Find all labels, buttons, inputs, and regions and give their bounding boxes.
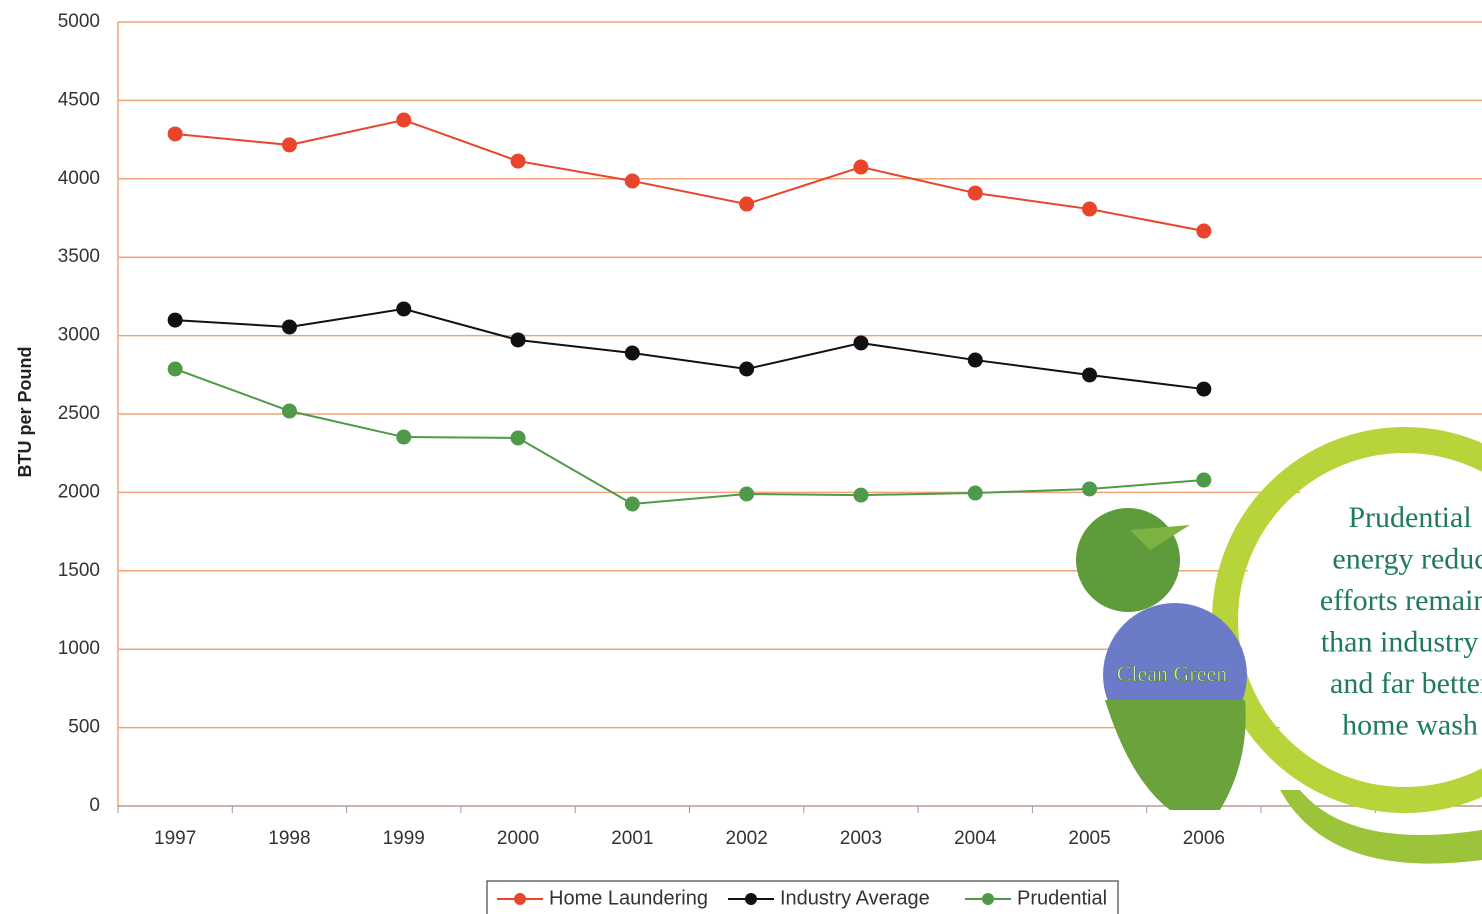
data-point — [624, 173, 640, 189]
annotation-line: and far better — [1330, 667, 1482, 700]
legend-box — [486, 880, 1119, 914]
legend-marker — [514, 893, 526, 905]
y-tick-label: 1500 — [58, 560, 100, 581]
logo-ring — [1212, 427, 1482, 813]
logo-cap — [1130, 525, 1190, 550]
annotation-line: efforts remains — [1320, 584, 1482, 617]
data-point — [967, 352, 983, 368]
x-tick-label: 1997 — [154, 828, 196, 849]
legend-marker — [745, 893, 757, 905]
annotation-line: than industry a — [1321, 625, 1482, 658]
data-point — [1196, 381, 1212, 397]
x-tick-label: 2005 — [1068, 828, 1110, 849]
series-line — [175, 307, 1204, 391]
logo-ring-inner — [1240, 455, 1482, 785]
y-tick-label: 3000 — [58, 325, 100, 346]
x-tick-label: 1998 — [268, 828, 310, 849]
data-point — [510, 332, 526, 348]
y-tick-label: 2500 — [58, 403, 100, 424]
legend: Home Laundering Industry Average Prudentia… — [486, 880, 1119, 914]
x-tick-label: 2003 — [840, 828, 882, 849]
series-line — [174, 368, 1204, 506]
y-tick-label: 5000 — [58, 11, 100, 32]
annotation-line: home wash — [1342, 708, 1478, 741]
x-tick-label: 2002 — [726, 828, 768, 849]
data-point — [624, 496, 640, 512]
x-tick-label: 2006 — [1183, 828, 1225, 849]
data-point — [167, 361, 183, 377]
data-point — [281, 319, 297, 335]
data-point — [167, 312, 183, 328]
annotation-line: energy reduc — [1332, 542, 1482, 575]
data-point — [739, 361, 755, 377]
logo-head — [1076, 508, 1180, 612]
data-point — [510, 153, 526, 169]
logo-body — [1105, 700, 1246, 810]
data-point — [1082, 201, 1098, 217]
y-tick-label: 3500 — [58, 246, 100, 267]
data-point — [510, 430, 526, 446]
data-point — [624, 345, 640, 361]
x-tick-label: 2001 — [611, 828, 653, 849]
logo-text: Clean Green — [1117, 661, 1228, 686]
data-point — [739, 196, 755, 212]
series-line — [175, 118, 1205, 232]
y-tick-label: 500 — [68, 717, 100, 738]
y-tick-label: 2000 — [58, 481, 100, 502]
data-point — [396, 112, 412, 128]
data-point — [1082, 367, 1098, 383]
data-point — [396, 429, 412, 445]
data-point — [281, 137, 297, 153]
data-point — [1196, 472, 1212, 488]
annotation-line: Prudential — [1348, 501, 1471, 534]
legend-label: Home Laundering — [549, 887, 708, 909]
legend-label: Industry Average — [780, 887, 930, 909]
data-point — [967, 485, 983, 501]
data-point — [1082, 481, 1098, 497]
y-tick-label: 0 — [89, 795, 100, 816]
y-tick-label: 4500 — [58, 89, 100, 110]
data-point — [739, 486, 755, 502]
logo: Clean Green — [1076, 427, 1482, 864]
y-axis-label: BTU per Pound — [15, 347, 35, 478]
x-tick-label: 2004 — [954, 828, 997, 849]
y-tick-label: 1000 — [58, 638, 100, 659]
data-point — [281, 403, 297, 419]
data-point — [396, 301, 412, 317]
data-point — [967, 185, 983, 201]
data-point — [1196, 223, 1212, 239]
legend-label: Prudential — [1017, 887, 1107, 909]
data-point — [167, 126, 183, 142]
data-point — [853, 487, 869, 503]
x-tick-label: 2000 — [497, 828, 539, 849]
x-tick-label: 1999 — [383, 828, 425, 849]
y-tick-label: 4000 — [58, 168, 100, 189]
legend-marker — [982, 893, 994, 905]
data-point — [853, 159, 869, 175]
logo-arrow — [1280, 790, 1482, 864]
data-point — [853, 335, 869, 351]
